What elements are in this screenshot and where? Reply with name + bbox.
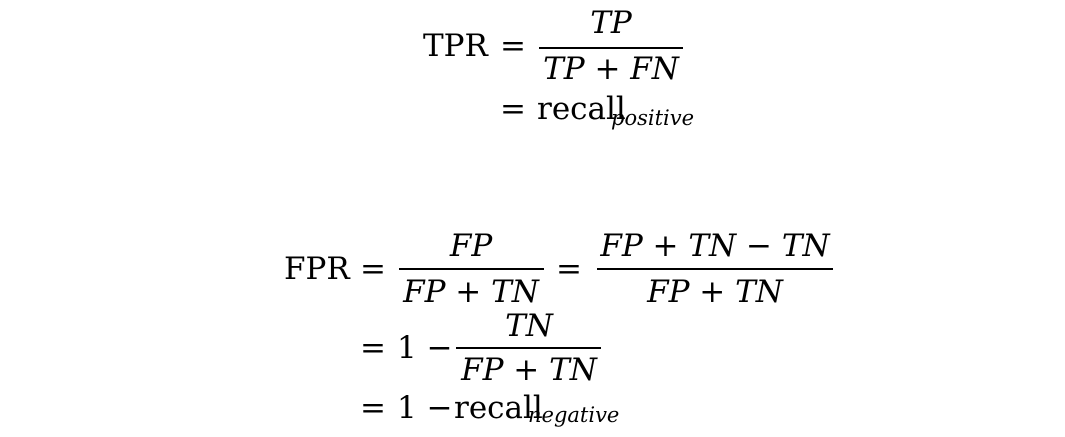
tpr-label: TPR: [423, 28, 488, 64]
fpr-equals-sign-3: =: [360, 330, 386, 366]
tpr-recall-subscript: positive: [611, 106, 695, 130]
fpr-recall-subscript: negative: [528, 403, 620, 427]
fpr-one-minus: 1 −: [397, 330, 453, 366]
fpr-fraction2-bar: [597, 268, 833, 270]
fpr-fraction1-numerator: FP: [449, 228, 493, 264]
fpr-fraction1-denominator: FP + TN: [403, 274, 539, 310]
fpr-fraction2-denominator: FP + TN: [647, 274, 783, 310]
fpr-label: FPR: [284, 251, 350, 287]
fpr-fraction2-numerator: FP + TN − TN: [600, 228, 830, 264]
tpr-equals-sign-2: =: [500, 91, 526, 127]
fpr-fraction3-numerator: TN: [505, 308, 553, 344]
fpr-recall-word: recall: [454, 390, 543, 426]
tpr-recall-word: recall: [537, 91, 626, 127]
fpr-equals-sign-4: =: [360, 390, 386, 426]
fpr-equals-sign-2: =: [556, 251, 582, 287]
tpr-numerator: TP: [590, 5, 632, 41]
tpr-equals-sign: =: [500, 28, 526, 64]
fpr-fraction3-bar: [456, 347, 601, 349]
fpr-fraction1-bar: [399, 268, 544, 270]
fpr-fraction3-denominator: FP + TN: [461, 352, 597, 388]
fpr-one-minus-2: 1 −: [397, 390, 453, 426]
tpr-denominator: TP + FN: [543, 51, 679, 87]
tpr-fraction-bar: [539, 47, 683, 49]
fpr-equals-sign: =: [360, 251, 386, 287]
